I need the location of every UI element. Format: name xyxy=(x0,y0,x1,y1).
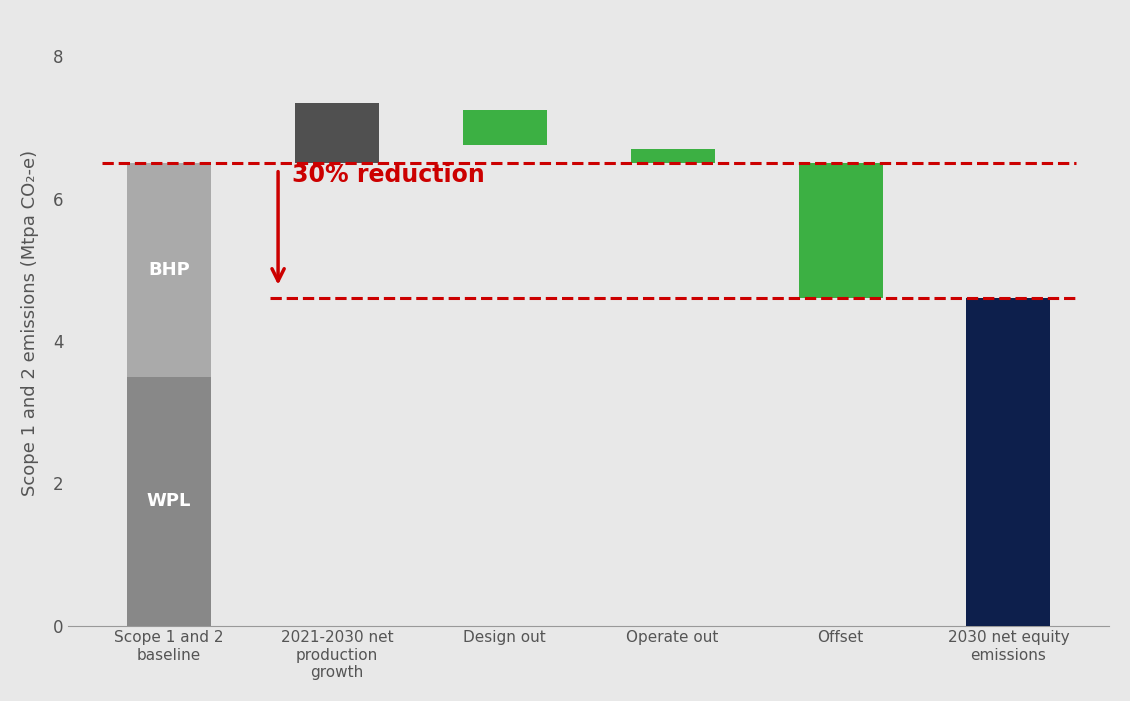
Bar xyxy=(966,298,1051,625)
Bar xyxy=(799,163,883,298)
Text: WPL: WPL xyxy=(147,492,191,510)
Bar xyxy=(463,110,547,145)
Bar xyxy=(127,163,211,376)
Text: 30% reduction: 30% reduction xyxy=(292,163,485,187)
Y-axis label: Scope 1 and 2 emissions (Mtpa CO₂-e): Scope 1 and 2 emissions (Mtpa CO₂-e) xyxy=(20,150,38,496)
Bar xyxy=(631,149,714,163)
Bar xyxy=(127,376,211,625)
Text: BHP: BHP xyxy=(148,261,190,279)
Bar xyxy=(295,102,379,163)
